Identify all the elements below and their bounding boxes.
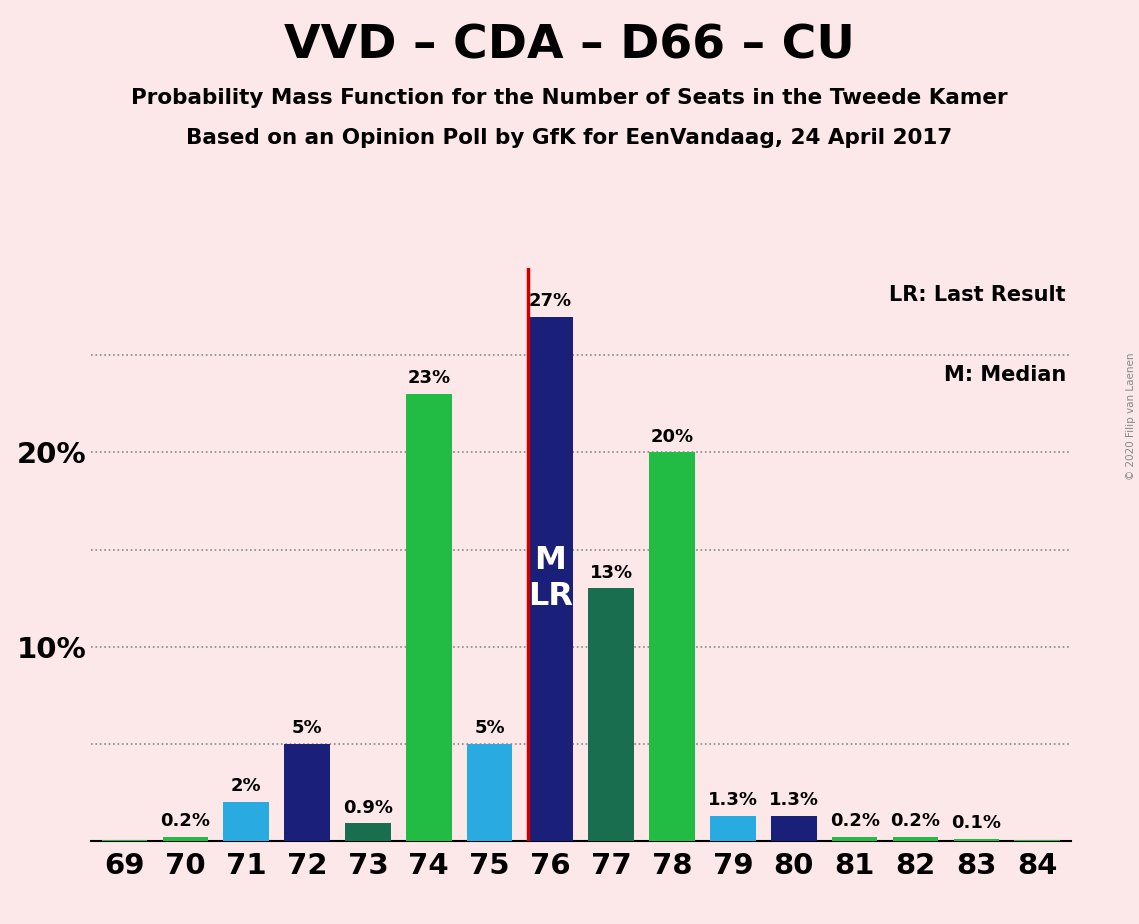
Bar <box>223 802 269 841</box>
Text: 23%: 23% <box>408 370 450 387</box>
Text: 1.3%: 1.3% <box>769 791 819 808</box>
Text: 0.2%: 0.2% <box>161 812 211 830</box>
Text: 1.3%: 1.3% <box>708 791 757 808</box>
Bar <box>467 744 513 841</box>
Bar <box>345 823 391 841</box>
Text: 5%: 5% <box>474 719 505 737</box>
Text: © 2020 Filip van Laenen: © 2020 Filip van Laenen <box>1126 352 1136 480</box>
Text: 2%: 2% <box>231 777 262 796</box>
Text: VVD – CDA – D66 – CU: VVD – CDA – D66 – CU <box>284 23 855 68</box>
Bar <box>527 317 573 841</box>
Bar <box>649 453 695 841</box>
Bar <box>893 837 939 841</box>
Text: 0.2%: 0.2% <box>891 812 941 830</box>
Bar <box>831 837 877 841</box>
Bar <box>771 816 817 841</box>
Text: 27%: 27% <box>528 292 572 310</box>
Text: Based on an Opinion Poll by GfK for EenVandaag, 24 April 2017: Based on an Opinion Poll by GfK for EenV… <box>187 128 952 148</box>
Bar <box>285 744 330 841</box>
Bar <box>405 395 451 841</box>
Bar <box>589 589 634 841</box>
Text: 0.9%: 0.9% <box>343 798 393 817</box>
Text: 0.1%: 0.1% <box>951 814 1001 833</box>
Bar <box>101 840 147 841</box>
Bar <box>953 839 999 841</box>
Text: M: Median: M: Median <box>943 365 1066 385</box>
Bar <box>711 816 756 841</box>
Bar <box>163 837 208 841</box>
Bar <box>1015 840 1060 841</box>
Text: Probability Mass Function for the Number of Seats in the Tweede Kamer: Probability Mass Function for the Number… <box>131 88 1008 108</box>
Text: 20%: 20% <box>650 428 694 445</box>
Text: M
LR: M LR <box>528 545 573 612</box>
Text: 0.2%: 0.2% <box>829 812 879 830</box>
Text: LR: Last Result: LR: Last Result <box>890 286 1066 305</box>
Text: 13%: 13% <box>590 564 633 581</box>
Text: 5%: 5% <box>292 719 322 737</box>
